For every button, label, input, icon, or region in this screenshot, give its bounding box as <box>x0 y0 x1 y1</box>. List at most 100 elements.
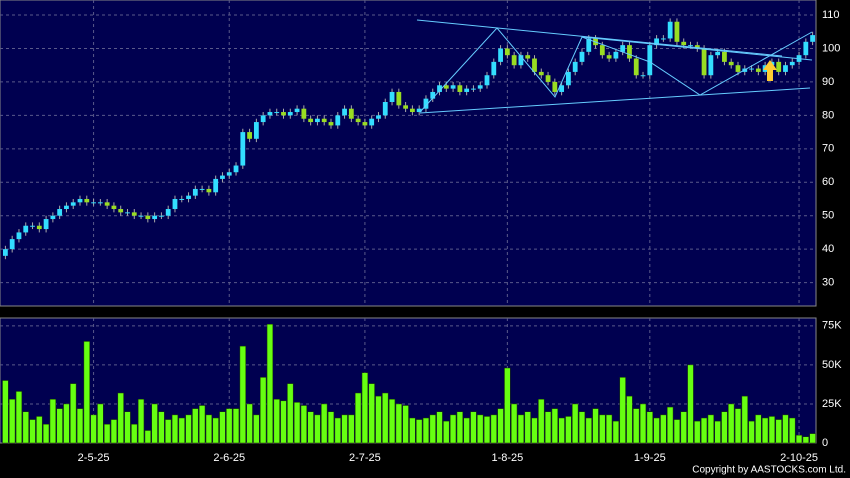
candle-body <box>287 112 293 116</box>
candle-body <box>260 115 266 123</box>
volume-bar <box>131 424 138 444</box>
volume-bar <box>117 392 124 444</box>
y-tick-label: 90 <box>822 76 834 88</box>
volume-bar <box>449 414 457 444</box>
volume-bar <box>504 367 511 444</box>
candle-body <box>409 108 415 113</box>
volume-bar <box>558 417 565 444</box>
volume-bar <box>239 345 246 444</box>
candle-body <box>484 75 490 86</box>
candle-body <box>688 45 693 47</box>
candle-body <box>328 122 334 126</box>
volume-bar <box>287 383 294 444</box>
volume-bar <box>212 417 219 444</box>
candle-body <box>803 41 809 56</box>
x-tick-label: 1-9-25 <box>634 452 666 464</box>
volume-bar <box>639 403 647 444</box>
volume-bar <box>144 430 151 444</box>
candle-body <box>566 71 571 86</box>
volume-bar <box>802 436 809 444</box>
candle-body <box>559 85 565 92</box>
candle-body <box>681 41 687 46</box>
candle-body <box>16 232 22 240</box>
volume-bar <box>422 417 430 444</box>
volume-bar <box>755 414 762 444</box>
volume-bar <box>49 399 57 444</box>
candle-body <box>335 115 341 126</box>
volume-bar <box>185 414 192 444</box>
candle-body <box>694 45 700 49</box>
candle-body <box>23 225 29 233</box>
volume-bar <box>124 411 131 444</box>
x-tick-label: 2-10-25 <box>780 452 818 464</box>
price-panel <box>0 0 817 307</box>
candle-body <box>131 212 137 216</box>
volume-bar <box>273 399 280 444</box>
volume-bar <box>395 403 402 444</box>
candle-body <box>403 105 409 109</box>
volume-bar <box>497 408 504 444</box>
candle-body <box>667 21 673 39</box>
candle-body <box>111 205 117 210</box>
candle-body <box>464 88 470 92</box>
volume-bar <box>768 416 776 444</box>
candle-body <box>355 118 361 123</box>
volume-bar <box>368 383 375 444</box>
volume-bar <box>402 405 409 444</box>
candle-body <box>179 198 185 200</box>
y-tick-label: 110 <box>822 9 840 21</box>
volume-bar <box>748 420 755 444</box>
candle-body <box>172 198 178 210</box>
candle-body <box>36 225 42 230</box>
y-tick-label: 30 <box>822 276 834 288</box>
candle-body <box>57 209 63 216</box>
volume-bar <box>307 411 314 444</box>
candle-body <box>220 175 225 179</box>
volume-bar <box>633 408 640 444</box>
volume-bar <box>700 417 708 444</box>
y-tick-label: 25K <box>822 398 842 410</box>
candle-body <box>315 118 320 123</box>
candle-body <box>532 58 537 72</box>
volume-bar <box>470 411 477 444</box>
candle-body <box>199 188 205 190</box>
volume-bar <box>551 408 558 444</box>
candle-body <box>599 45 605 56</box>
volume-bar <box>90 414 97 444</box>
volume-bar <box>158 411 165 444</box>
volume-bar <box>443 420 450 444</box>
candle-body <box>660 38 666 40</box>
candle-body <box>701 48 707 76</box>
candle-body <box>538 71 544 76</box>
candle-body <box>633 58 639 76</box>
candle-body <box>247 132 252 139</box>
volume-bar <box>354 392 362 444</box>
candle-body <box>491 61 497 76</box>
volume-bar <box>2 380 9 444</box>
candle-body <box>457 85 463 92</box>
volume-bar <box>511 403 518 444</box>
candle-body <box>647 45 653 76</box>
candle-body <box>97 202 103 204</box>
volume-bar <box>388 399 396 444</box>
candle-body <box>152 215 158 220</box>
candle-body <box>43 219 49 230</box>
volume-bar <box>795 434 803 444</box>
candle-body <box>77 198 83 203</box>
volume-bar <box>416 419 423 444</box>
volume-bar <box>524 411 531 444</box>
candle-body <box>783 65 788 72</box>
volume-bar <box>782 414 789 444</box>
volume-bar <box>171 414 179 444</box>
x-tick-label: 2-7-25 <box>349 452 381 464</box>
volume-bar <box>490 414 497 444</box>
candle-body <box>620 45 626 52</box>
volume-bar <box>599 414 606 444</box>
candle-body <box>715 51 721 56</box>
marks: 30 40 50 60 70 80 90 100 110 0 25K 50K 75K 2-5-25 2-6-… <box>0 0 842 464</box>
candle-body <box>613 51 619 59</box>
candle-body <box>9 239 15 250</box>
volume-bar <box>734 408 742 444</box>
volume-bar <box>409 417 416 444</box>
candle-body <box>226 172 232 176</box>
